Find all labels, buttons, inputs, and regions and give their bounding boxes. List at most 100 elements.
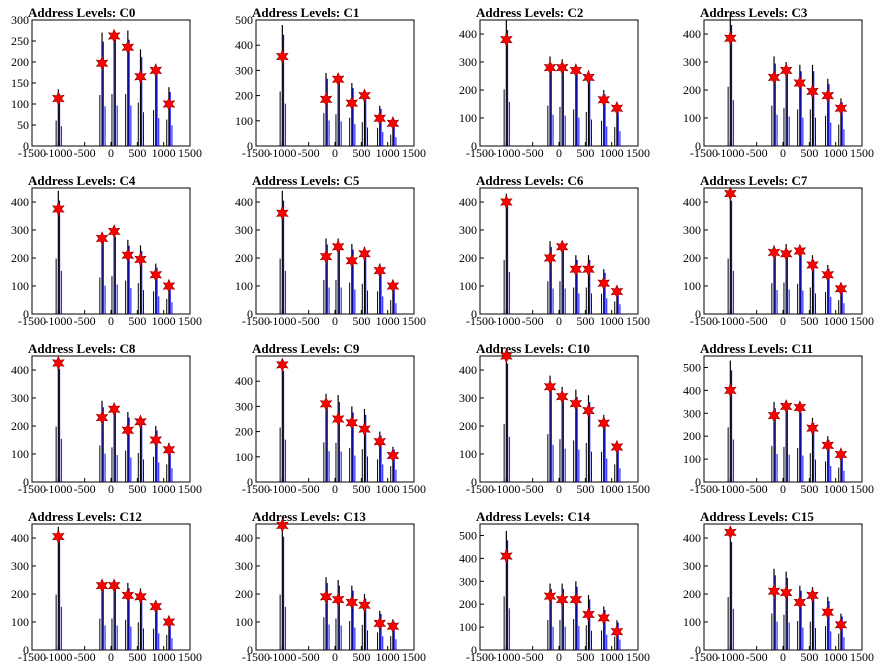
y-tick-label: 200 xyxy=(459,251,477,265)
star-marker xyxy=(331,239,345,255)
x-tick-label: 0 xyxy=(780,482,786,496)
y-tick-label: 200 xyxy=(683,587,701,601)
star-marker xyxy=(107,578,121,593)
y-tick-label: 400 xyxy=(235,531,253,545)
star-marker xyxy=(500,348,513,364)
x-tick-label: -1500 xyxy=(242,482,270,496)
x-tick-label: 0 xyxy=(780,650,786,664)
x-tick-label: -500 xyxy=(298,650,320,664)
y-tick-label: 200 xyxy=(11,251,29,265)
x-tick-label: 0 xyxy=(332,146,338,160)
x-tick-label: 1000 xyxy=(824,146,848,160)
chart-title: Address Levels: C3 xyxy=(700,5,808,20)
y-tick-label: 200 xyxy=(11,55,29,69)
chart-svg: Address Levels: C15 0 100 200 300 400 -1500-10… xyxy=(683,509,874,664)
star-marker xyxy=(95,231,109,246)
star-marker xyxy=(724,186,737,201)
chart-panel: Address Levels: C4 0 100 200 300 400 -1500 -100… xyxy=(0,168,224,336)
chart-svg: Address Levels: C5 0 100 200 300 400 -1500-100… xyxy=(235,173,426,328)
x-tick-label: 1500 xyxy=(178,482,202,496)
star-marker xyxy=(543,588,557,604)
x-tick-label: -1000 xyxy=(268,146,296,160)
x-tick-label: -1000 xyxy=(492,146,520,160)
x-tick-label: 1000 xyxy=(376,314,400,328)
y-tick-label: 100 xyxy=(11,97,29,111)
y-tick-label: 100 xyxy=(235,279,253,293)
x-tick-label: -1000 xyxy=(492,482,520,496)
x-tick-label: 1000 xyxy=(152,482,176,496)
chart-title: Address Levels: C1 xyxy=(252,5,359,20)
star-marker xyxy=(582,403,595,418)
x-tick-label: -1000 xyxy=(716,482,744,496)
star-marker xyxy=(582,70,595,85)
star-marker xyxy=(276,205,289,221)
star-marker xyxy=(345,253,359,269)
y-tick-label: 0 xyxy=(471,475,477,489)
chart-title: Address Levels: C13 xyxy=(252,509,366,524)
y-tick-label: 0 xyxy=(247,475,253,489)
star-marker xyxy=(386,116,400,131)
y-tick-label: 300 xyxy=(235,223,253,237)
chart-panel: Address Levels: C12 0 100 200 300 400 -1500 -10… xyxy=(0,504,224,672)
star-marker xyxy=(149,599,163,614)
y-tick-label: 500 xyxy=(459,528,477,542)
y-tick-label: 0 xyxy=(695,643,701,657)
x-tick-label: 500 xyxy=(352,146,370,160)
x-tick-label: 1500 xyxy=(626,314,650,328)
y-tick-label: 200 xyxy=(11,419,29,433)
star-marker xyxy=(610,100,624,116)
x-tick-label: 0 xyxy=(332,482,338,496)
x-tick-label: 500 xyxy=(128,314,146,328)
star-marker xyxy=(569,261,583,277)
x-tick-label: -500 xyxy=(74,146,96,160)
star-marker xyxy=(162,614,176,630)
x-tick-label: 500 xyxy=(800,482,818,496)
star-marker xyxy=(358,246,371,262)
chart-panel: Address Levels: C1 0 100 200 300 400 500 -1500-… xyxy=(224,0,448,168)
x-tick-label: -1500 xyxy=(242,146,270,160)
y-tick-label: 200 xyxy=(459,419,477,433)
star-marker xyxy=(358,421,371,437)
x-tick-label: -1500 xyxy=(466,146,494,160)
x-tick-label: 0 xyxy=(332,314,338,328)
star-marker xyxy=(373,263,387,278)
x-tick-label: -500 xyxy=(522,146,544,160)
star-marker xyxy=(319,249,333,264)
star-marker xyxy=(162,442,176,458)
star-marker xyxy=(95,410,109,425)
y-tick-label: 200 xyxy=(235,425,253,439)
x-tick-label: -500 xyxy=(746,650,768,664)
y-tick-label: 400 xyxy=(683,531,701,545)
x-tick-label: 1000 xyxy=(152,146,176,160)
y-tick-label: 100 xyxy=(11,615,29,629)
x-tick-label: -500 xyxy=(522,482,544,496)
x-tick-label: 1500 xyxy=(178,146,202,160)
star-marker xyxy=(373,111,387,126)
y-tick-label: 300 xyxy=(683,559,701,573)
star-marker xyxy=(134,589,147,605)
x-tick-label: 500 xyxy=(128,482,146,496)
star-marker xyxy=(373,434,387,449)
star-marker xyxy=(569,63,583,78)
star-marker xyxy=(793,243,807,259)
star-marker xyxy=(331,411,345,427)
star-marker xyxy=(597,275,611,291)
chart-panel: Address Levels: C11 0 100 200 300 400 500 -1500… xyxy=(672,336,896,504)
y-tick-label: 400 xyxy=(683,383,701,397)
y-tick-label: 300 xyxy=(235,559,253,573)
y-tick-label: 400 xyxy=(11,195,29,209)
chart-panel: Address Levels: C3 0 100 200 300 400 -1500 -100… xyxy=(672,0,896,168)
x-tick-label: 1500 xyxy=(402,146,426,160)
x-tick-label: 1000 xyxy=(824,650,848,664)
x-tick-label: 1000 xyxy=(600,146,624,160)
chart-svg: Address Levels: C12 0 100 200 300 400 -1500-10… xyxy=(11,509,202,664)
y-tick-label: 150 xyxy=(11,76,29,90)
y-tick-label: 500 xyxy=(235,13,253,27)
star-marker xyxy=(821,267,835,283)
y-tick-label: 0 xyxy=(695,307,701,321)
chart-title: Address Levels: C0 xyxy=(28,5,135,20)
star-marker xyxy=(610,624,624,639)
chart-panel: Address Levels: C14 0 100 200 300 400 500 -1500… xyxy=(448,504,672,672)
x-tick-label: 0 xyxy=(556,482,562,496)
x-tick-label: -1000 xyxy=(716,650,744,664)
